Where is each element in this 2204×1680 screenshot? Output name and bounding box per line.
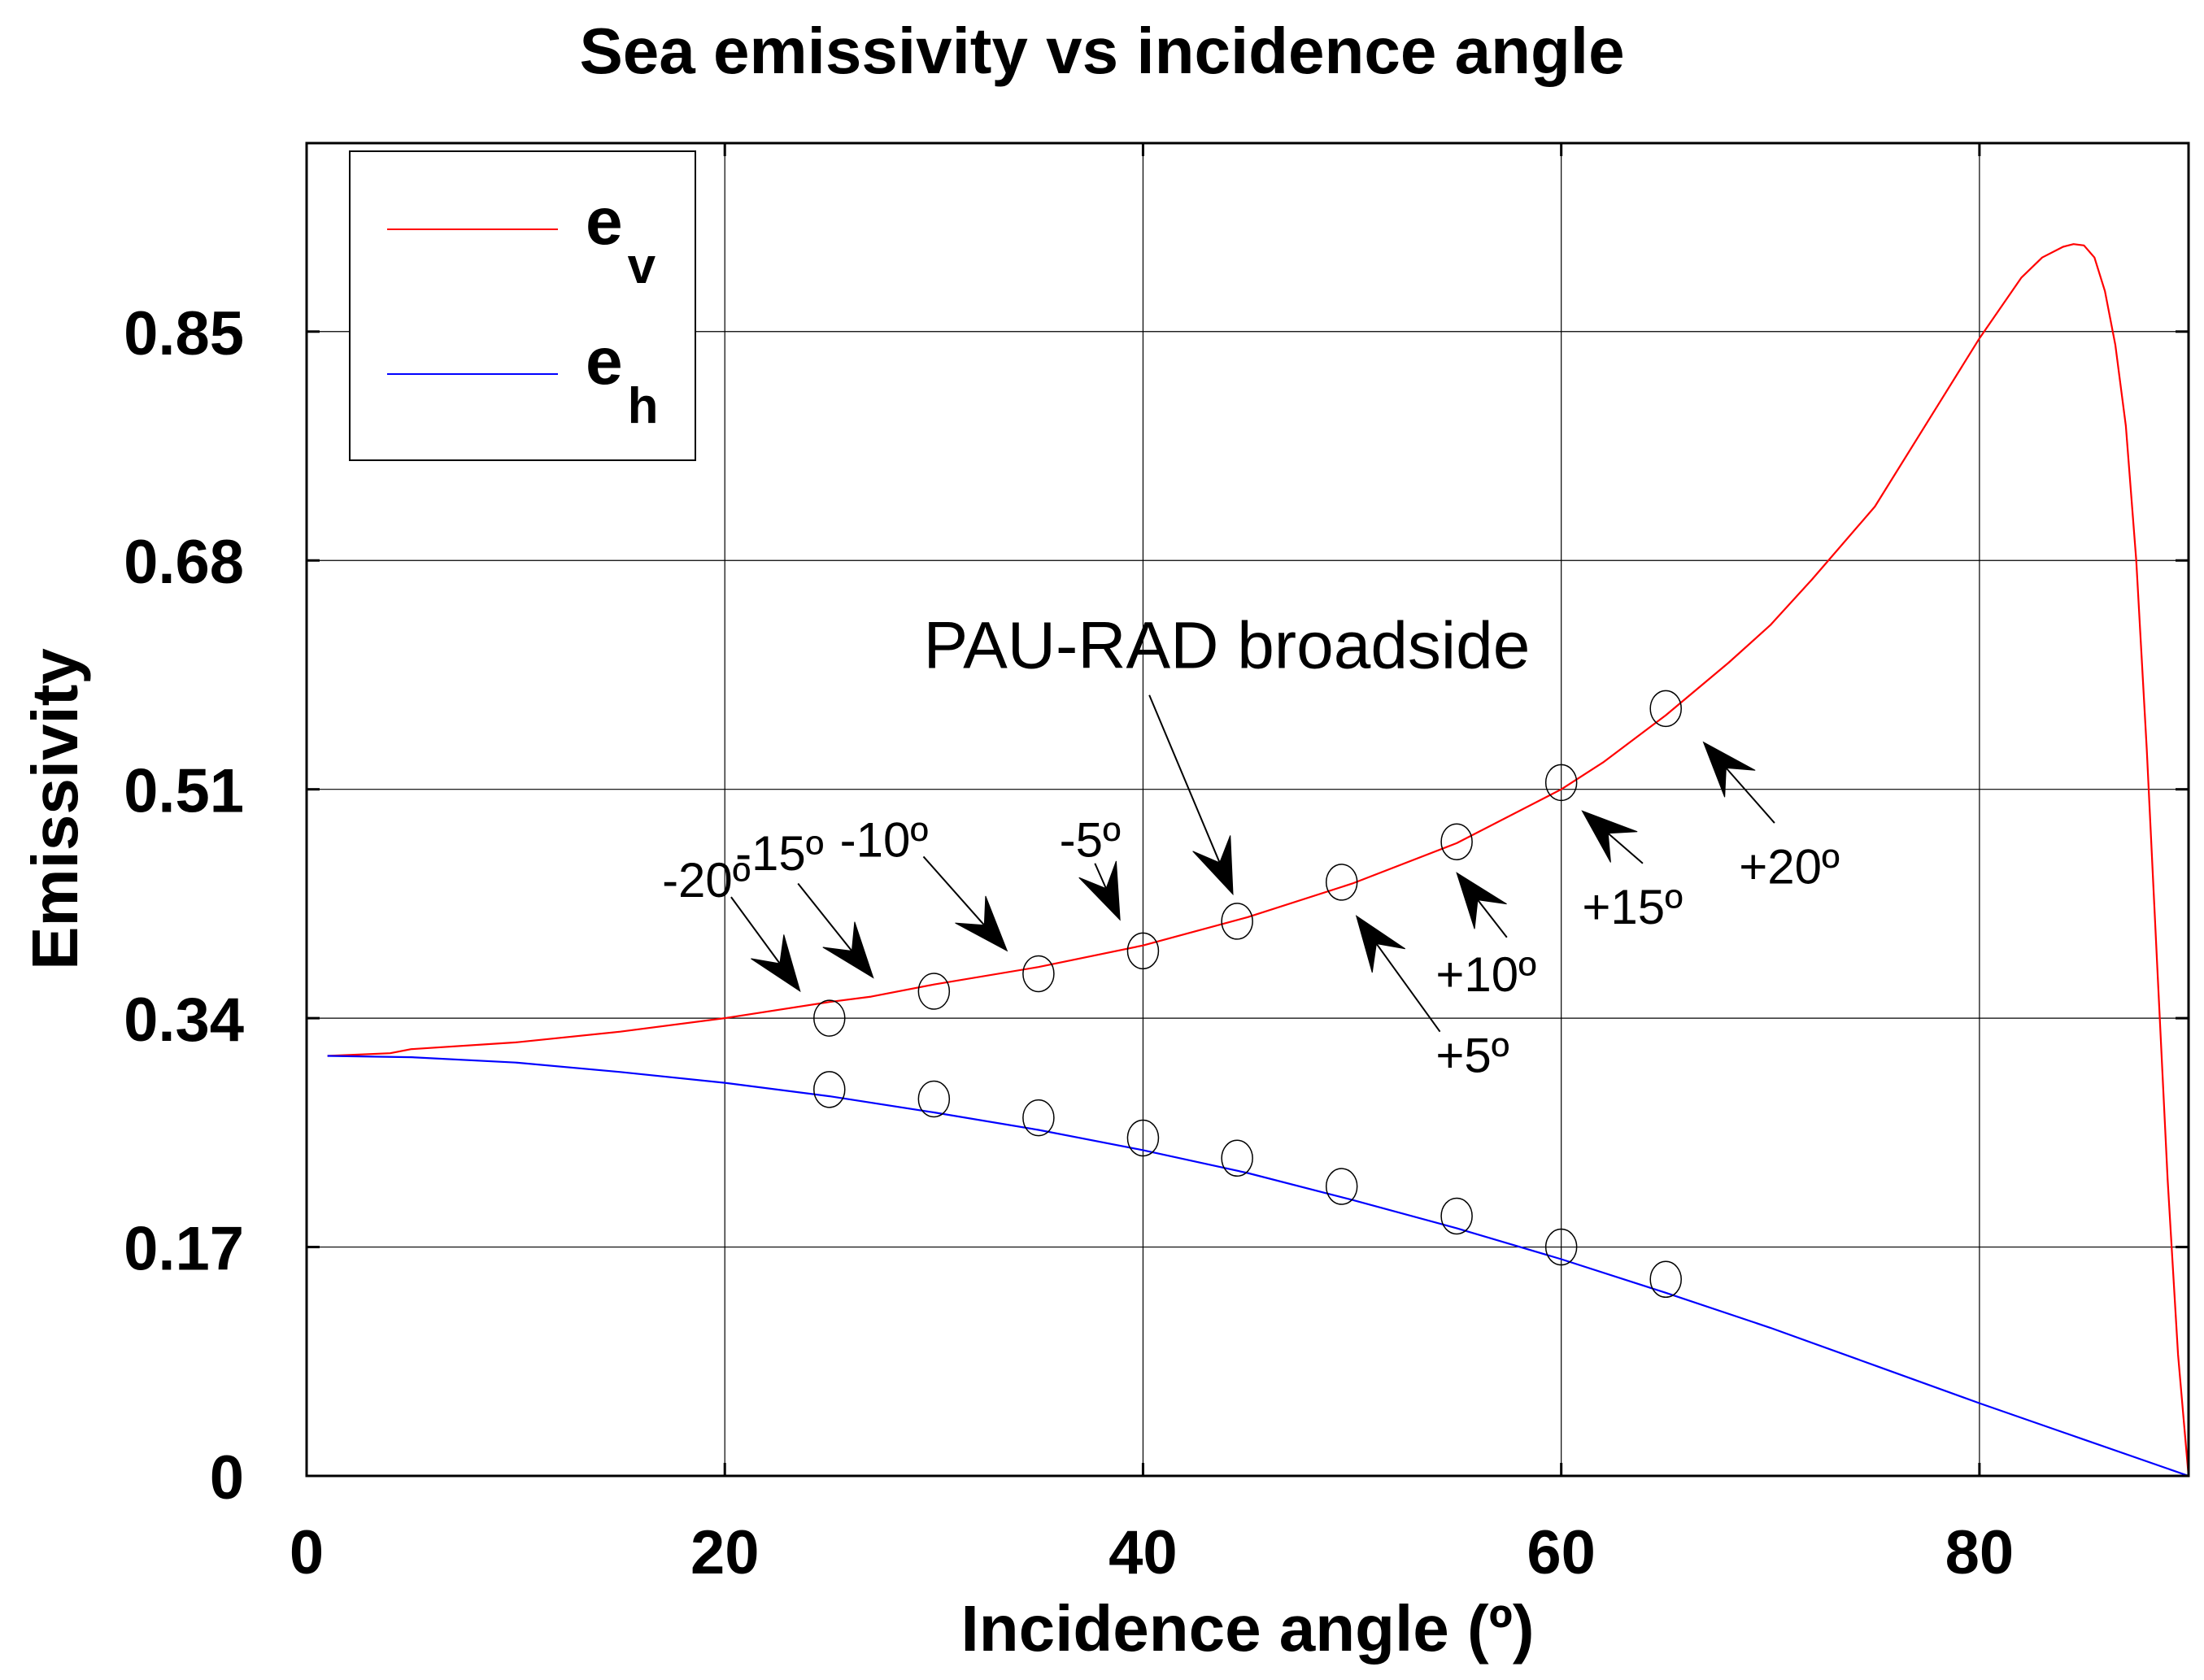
arrow-head	[1456, 872, 1507, 929]
marker-eh	[813, 1071, 846, 1108]
y-tick-label: 0	[210, 1443, 244, 1512]
arrow-head	[955, 895, 1008, 952]
marker-ev	[917, 973, 951, 1010]
annotation-label: -10º	[840, 812, 929, 867]
arrow-head	[1078, 860, 1121, 921]
annotation-label: PAU-RAD broadside	[923, 609, 1530, 683]
annotation-arrow	[1148, 694, 1234, 896]
x-tick-label: 40	[1109, 1518, 1178, 1587]
annotation-arrow	[797, 882, 874, 979]
arrow-shaft	[1148, 694, 1221, 864]
marker-eh	[1221, 1139, 1253, 1177]
arrow-head	[1192, 835, 1234, 896]
y-axis-label: Emissivity	[19, 648, 91, 970]
x-tick-label: 60	[1527, 1518, 1596, 1587]
series-layer	[327, 243, 2190, 1478]
arrow-head	[822, 921, 874, 979]
marker-eh	[1126, 1119, 1160, 1157]
plot-frame	[305, 141, 2190, 1478]
legend: ev eh	[349, 150, 696, 461]
legend-label-ev: ev	[586, 185, 656, 294]
axis-ticks: 0 20 40 60 80 0 0.17 0.34 0.51 0.68 0.85	[124, 143, 2189, 1587]
arrow-shaft	[922, 855, 986, 926]
annotation-arrow	[1456, 872, 1508, 938]
annotation-label: +10º	[1435, 947, 1536, 1002]
y-tick-label: 0.85	[124, 299, 244, 368]
arrow-shaft	[730, 896, 781, 964]
annotations: -20º-15º -10º -5º +5º +10º +15º +20º PAU-RAD br…	[662, 609, 1840, 1083]
annotation-label: -15º	[735, 826, 824, 881]
arrow-shaft	[1607, 832, 1644, 864]
arrow-shaft	[1725, 767, 1775, 824]
marker-ev	[1126, 932, 1160, 970]
y-tick-label: 0.68	[124, 528, 244, 597]
sample-markers	[813, 690, 1682, 1299]
marker-ev	[1022, 955, 1055, 993]
series-line-eh	[327, 1055, 2189, 1478]
arrow-shaft	[1094, 863, 1107, 890]
arrow-shaft	[1375, 942, 1441, 1033]
x-tick-label: 20	[690, 1518, 760, 1587]
marker-eh	[1440, 1197, 1473, 1235]
arrow-head	[751, 934, 801, 993]
marker-eh	[917, 1080, 951, 1118]
annotation-arrow	[1355, 915, 1441, 1033]
y-tick-label: 0.51	[124, 757, 244, 826]
marker-eh	[1325, 1168, 1358, 1205]
x-tick-label: 0	[290, 1518, 324, 1587]
arrow-shaft	[1477, 899, 1508, 938]
legend-label-eh: eh	[586, 324, 658, 434]
annotation-label: +15º	[1582, 880, 1683, 934]
arrow-shaft	[797, 882, 853, 952]
annotation-arrow	[922, 855, 1008, 952]
annotation-label: -20º	[662, 853, 751, 907]
marker-ev	[1649, 690, 1682, 728]
series-line-ev	[327, 243, 2190, 1477]
arrow-head	[1355, 915, 1406, 973]
marker-eh	[1649, 1260, 1682, 1299]
marker-ev	[1440, 823, 1473, 860]
x-tick-label: 80	[1945, 1518, 2015, 1587]
annotation-label: -5º	[1060, 812, 1121, 867]
y-tick-label: 0.34	[124, 986, 244, 1055]
marker-ev	[1325, 864, 1358, 901]
arrow-head	[1702, 741, 1756, 798]
y-tick-label: 0.17	[124, 1215, 244, 1284]
x-axis-label: Incidence angle (º)	[961, 1592, 1535, 1665]
annotation-label: +5º	[1435, 1028, 1509, 1082]
arrow-head	[1581, 810, 1638, 863]
marker-ev	[1221, 903, 1253, 940]
legend-box	[349, 150, 696, 461]
annotation-arrow	[1581, 810, 1644, 864]
marker-ev	[1544, 764, 1578, 802]
annotation-arrow	[1078, 860, 1121, 921]
marker-ev	[813, 999, 846, 1037]
annotation-arrow	[730, 896, 801, 993]
annotation-arrow	[1702, 741, 1775, 824]
annotation-label: +20º	[1739, 840, 1840, 894]
marker-eh	[1544, 1228, 1578, 1266]
chart-title: Sea emissivity vs incidence angle	[579, 15, 1624, 87]
grid	[307, 143, 2189, 1476]
marker-eh	[1022, 1099, 1055, 1137]
